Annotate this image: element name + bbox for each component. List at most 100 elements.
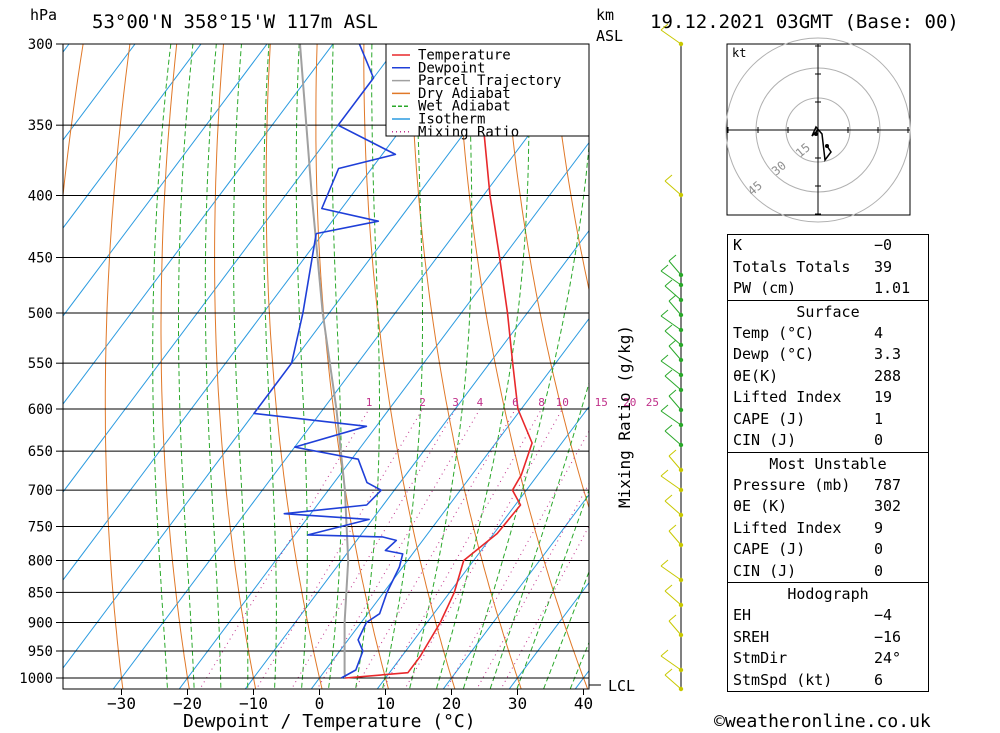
hodograph-param-row: SREH −16 bbox=[728, 627, 928, 649]
most-unstable-label: Lifted Index bbox=[733, 518, 842, 537]
index-label: PW (cm) bbox=[733, 279, 797, 297]
wind-barb bbox=[668, 260, 682, 276]
wind-level-dot bbox=[678, 422, 684, 428]
wet-adiabat-line bbox=[152, 44, 172, 689]
wind-level-dot bbox=[678, 686, 684, 692]
surface-label: Temp (°C) bbox=[733, 323, 815, 342]
x-axis: −30 −20 −10 0 10 20 30 40 bbox=[107, 689, 593, 713]
most-unstable-title: Most Unstable bbox=[728, 451, 928, 475]
dry-adiabat-line bbox=[104, 44, 131, 689]
wind-level-dot bbox=[678, 387, 684, 393]
wind-level-dot bbox=[678, 41, 684, 47]
dry-adiabat-line bbox=[550, 44, 589, 293]
mixing-ratio-label: 1 bbox=[366, 396, 373, 409]
dry-adiabat-line bbox=[265, 44, 323, 689]
isotherm-line bbox=[508, 581, 589, 689]
wind-level-dot bbox=[678, 542, 684, 548]
isotherm-line bbox=[63, 44, 136, 141]
mixing-ratio-line bbox=[255, 408, 423, 689]
wind-level-dot bbox=[678, 407, 684, 413]
pressure-unit-label: hPa bbox=[30, 6, 57, 24]
legend-label: Parcel Trajectory bbox=[418, 73, 561, 89]
legend-box bbox=[385, 43, 590, 137]
pressure-tick-label: 550 bbox=[28, 356, 53, 372]
wind-barb bbox=[664, 590, 682, 606]
location-title: 53°00'N 358°15'W 117m ASL bbox=[92, 11, 378, 33]
most-unstable-label: Pressure (mb) bbox=[733, 475, 851, 494]
wind-barb-flag bbox=[660, 404, 669, 412]
wind-barb-flag bbox=[660, 469, 669, 477]
surface-value: 3.3 bbox=[874, 345, 902, 363]
surface-value: 19 bbox=[874, 388, 893, 406]
temperature-line bbox=[345, 44, 533, 679]
wind-barb-flag bbox=[660, 649, 669, 657]
wind-barb-flag bbox=[664, 424, 673, 432]
wind-level-dot bbox=[678, 282, 684, 288]
hodograph-param-row: StmDir 24° bbox=[728, 648, 928, 670]
most-unstable-row: CAPE (J) 0 bbox=[728, 539, 928, 561]
plot-frame bbox=[62, 43, 590, 690]
pressure-tick-label: 700 bbox=[28, 483, 53, 499]
wind-level-dot bbox=[678, 342, 684, 348]
wind-barb bbox=[660, 410, 682, 426]
most-unstable-label: CIN (J) bbox=[733, 561, 797, 580]
hodograph-param-value: −4 bbox=[874, 606, 893, 624]
hodograph-trace bbox=[811, 125, 832, 162]
wind-barb bbox=[660, 315, 682, 331]
most-unstable-value: 0 bbox=[874, 540, 884, 558]
legend-label: Mixing Ratio bbox=[418, 124, 519, 140]
wet-adiabat-line bbox=[178, 44, 195, 689]
height-unit-label: km bbox=[596, 6, 614, 24]
background-lines bbox=[63, 44, 589, 689]
most-unstable-row: Lifted Index 9 bbox=[728, 518, 928, 540]
legend-label: Dewpoint bbox=[418, 60, 485, 76]
pressure-tick-label: 450 bbox=[28, 251, 53, 267]
wind-level-dot bbox=[678, 192, 684, 198]
index-label: Totals Totals bbox=[733, 257, 851, 276]
mixing-ratio-line bbox=[476, 482, 589, 689]
wind-barb bbox=[668, 345, 682, 361]
wind-barb-flag bbox=[668, 254, 677, 262]
wet-adiabat-line bbox=[543, 570, 589, 689]
surface-row: Lifted Index 19 bbox=[728, 387, 928, 409]
hodograph-point bbox=[814, 132, 818, 136]
wind-barb bbox=[668, 455, 682, 471]
mixing-ratio-label: 3 bbox=[452, 396, 459, 409]
wind-barb-flag bbox=[664, 369, 673, 377]
pressure-tick-label: 650 bbox=[28, 444, 53, 460]
wind-barb-flag bbox=[660, 264, 669, 272]
wind-level-dot bbox=[678, 297, 684, 303]
wind-barb bbox=[660, 29, 682, 45]
lcl-label: LCL bbox=[608, 677, 635, 695]
wind-level-dot bbox=[678, 327, 684, 333]
pressure-tick-label: 400 bbox=[28, 188, 53, 204]
wind-barb bbox=[664, 375, 682, 391]
legend-label: Isotherm bbox=[418, 112, 485, 128]
wind-barb bbox=[668, 620, 682, 636]
wind-barb bbox=[664, 674, 682, 690]
pressure-tick-label: 350 bbox=[28, 118, 53, 134]
mixing-ratio-line bbox=[445, 430, 589, 689]
mixing-ratio-label: 8 bbox=[538, 396, 545, 409]
mixing-ratio-line bbox=[290, 408, 457, 689]
pressure-tick-label: 750 bbox=[28, 520, 53, 536]
wind-level-dot bbox=[678, 357, 684, 363]
surface-value: 1 bbox=[874, 409, 884, 428]
wind-barb bbox=[664, 180, 682, 196]
isotherm-line bbox=[178, 141, 589, 689]
dry-adiabat-line bbox=[503, 44, 589, 510]
most-unstable-value: 0 bbox=[874, 561, 884, 580]
hodograph-param-value: 24° bbox=[874, 649, 902, 667]
wind-barb bbox=[660, 360, 682, 376]
wet-adiabat-line bbox=[204, 44, 222, 689]
wet-adiabat-line bbox=[516, 488, 589, 689]
x-tick-label: −30 bbox=[107, 694, 136, 713]
dry-adiabat-line bbox=[315, 44, 389, 689]
hodograph-param-row: EH −4 bbox=[728, 605, 928, 627]
wind-barb bbox=[664, 500, 682, 516]
wind-level-dot bbox=[678, 667, 684, 673]
pressure-tick-label: 850 bbox=[28, 585, 53, 601]
